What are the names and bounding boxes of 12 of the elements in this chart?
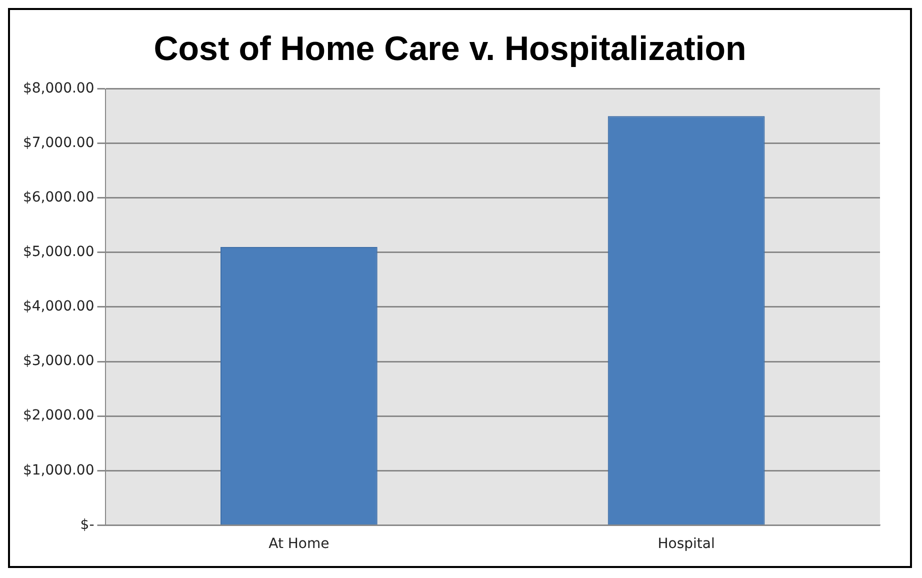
x-tick-label: At Home <box>268 536 330 552</box>
chart-title: Cost of Home Care v. Hospitalization <box>154 30 746 68</box>
x-tick-label: Hospital <box>658 536 715 552</box>
y-tick-label: $8,000.00 <box>22 80 94 96</box>
y-tick-label: $3,000.00 <box>22 353 94 370</box>
y-tick-label: $2,000.00 <box>22 408 94 424</box>
y-tick-label: $- <box>80 516 94 533</box>
y-tick-label: $1,000.00 <box>22 462 94 478</box>
y-tick-label: $6,000.00 <box>22 190 94 206</box>
y-tick-label: $7,000.00 <box>22 134 94 151</box>
y-tick-label: $5,000.00 <box>22 244 94 260</box>
y-tick-label: $4,000.00 <box>22 298 94 315</box>
